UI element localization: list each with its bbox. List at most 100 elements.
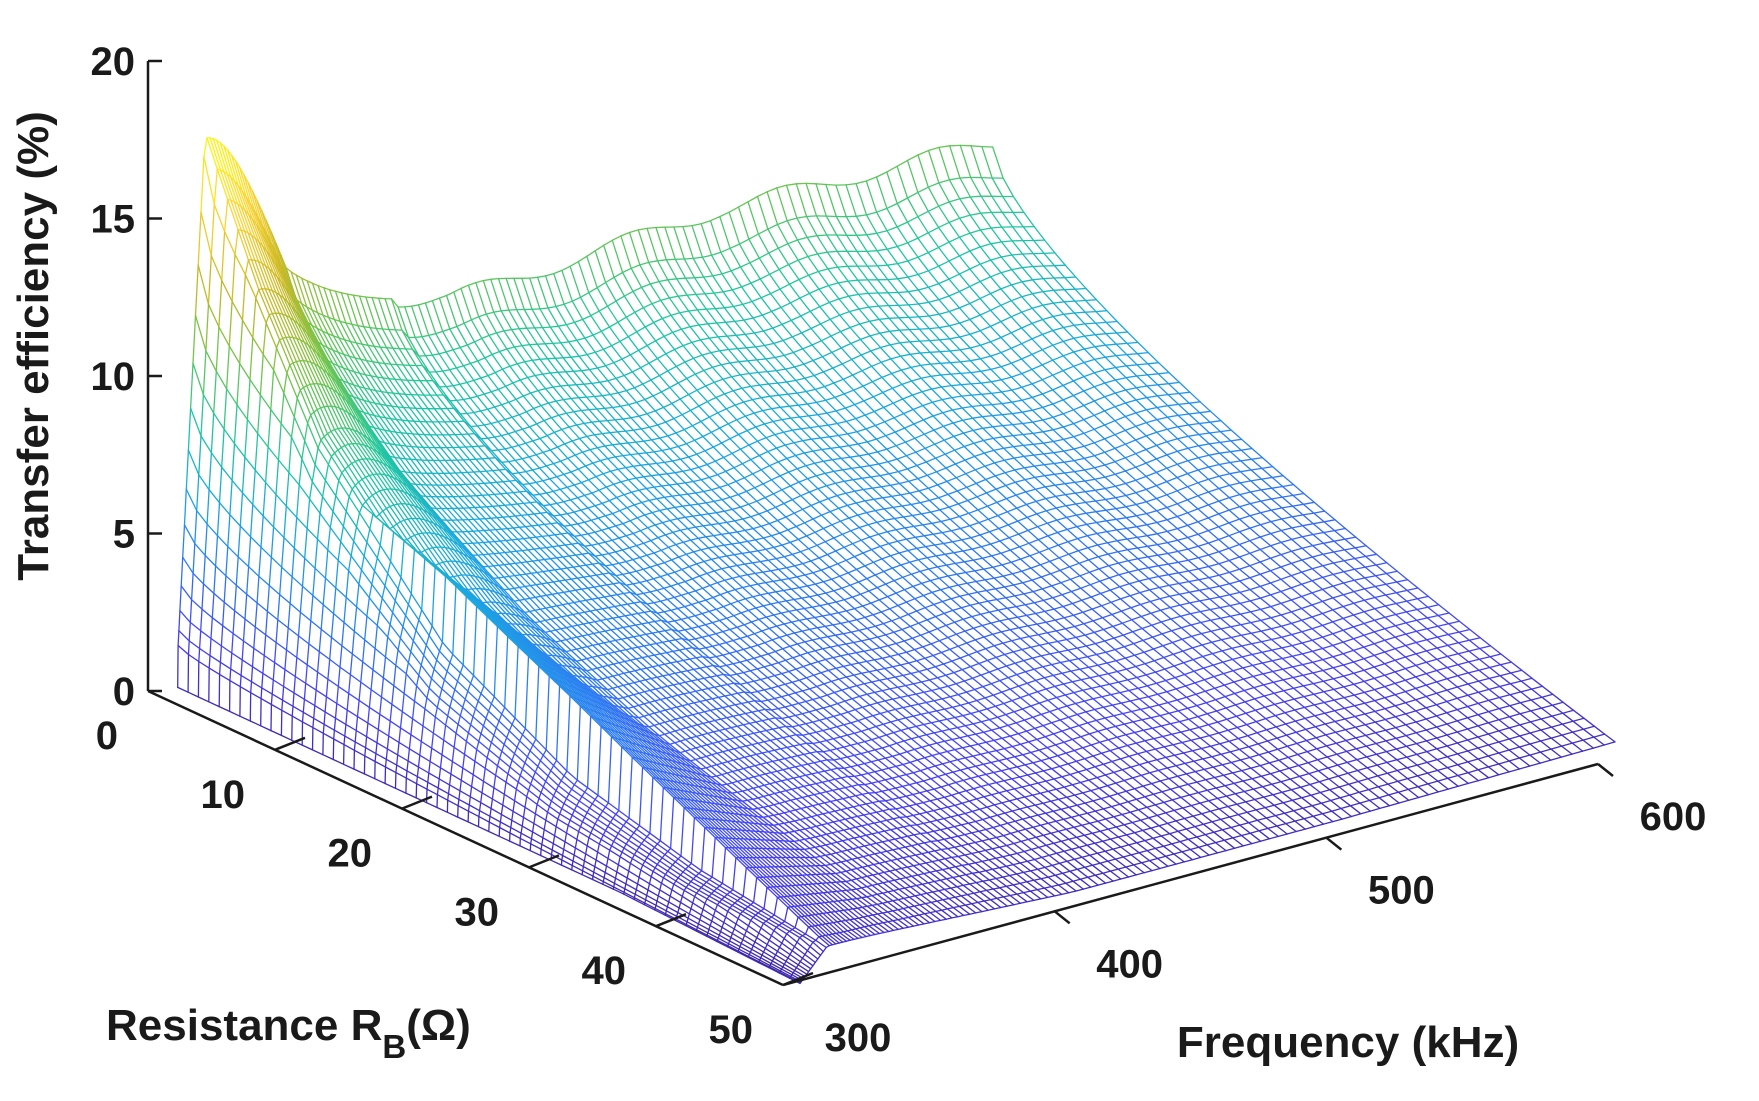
- mesh-line: [766, 191, 779, 226]
- mesh-line: [630, 264, 641, 269]
- mesh-line: [660, 299, 672, 316]
- mesh-line: [845, 184, 857, 217]
- mesh-line: [515, 549, 523, 552]
- mesh-line: [567, 384, 577, 386]
- mesh-line: [682, 225, 694, 260]
- mesh-line: [528, 343, 538, 346]
- mesh-line: [766, 187, 778, 193]
- mesh-line: [837, 265, 849, 268]
- mesh-line: [452, 346, 461, 351]
- mesh-line: [887, 278, 899, 281]
- mesh-line: [948, 236, 961, 243]
- mesh-line: [499, 539, 507, 542]
- mesh-line: [1000, 256, 1013, 271]
- mesh-line: [270, 693, 273, 706]
- mesh-line: [586, 255, 598, 289]
- mesh-line: [837, 280, 849, 284]
- mesh-line: [603, 244, 615, 278]
- mesh-line: [1021, 265, 1034, 269]
- mesh-line: [1064, 277, 1076, 290]
- mesh-line: [980, 211, 993, 214]
- mesh-line: [531, 308, 544, 329]
- mesh-line: [806, 236, 819, 255]
- mesh-line: [505, 277, 518, 311]
- mesh-line: [539, 511, 548, 514]
- mesh-line: [752, 314, 763, 319]
- mesh-line: [598, 419, 608, 422]
- mesh-line: [917, 273, 930, 288]
- mesh-line: [642, 303, 653, 309]
- mesh-line: [875, 211, 888, 232]
- mesh-line: [703, 275, 714, 278]
- mesh-line: [716, 322, 728, 337]
- mesh-line: [682, 224, 693, 228]
- mesh-line: [720, 251, 732, 272]
- mesh-line: [917, 270, 930, 276]
- mesh-line: [596, 287, 609, 307]
- mesh-line: [856, 234, 868, 236]
- mesh-line: [404, 305, 413, 308]
- mesh-line: [827, 282, 839, 287]
- mesh-line: [576, 339, 588, 356]
- mesh-line: [896, 197, 909, 205]
- mesh-line: [917, 303, 930, 317]
- mesh-line: [490, 517, 498, 519]
- mesh-line: [769, 292, 782, 309]
- mesh-line: [586, 250, 596, 257]
- mesh-line: [521, 344, 531, 347]
- mesh-line: [1021, 293, 1034, 298]
- mesh-line: [969, 214, 982, 231]
- mesh-line: [980, 212, 992, 229]
- mesh-line: [729, 247, 742, 268]
- mesh-line: [749, 262, 761, 280]
- mesh-line: [668, 295, 679, 299]
- mesh-line: [1075, 276, 1087, 290]
- mesh-line: [495, 332, 508, 350]
- mesh-line: [1105, 320, 1118, 324]
- mesh-line: [600, 330, 613, 347]
- mesh-line: [856, 234, 868, 253]
- mesh-line: [637, 227, 648, 231]
- mesh-line: [948, 198, 961, 203]
- mesh-line: [907, 260, 919, 276]
- mesh-line: [470, 316, 480, 321]
- mesh-line: [1074, 288, 1087, 302]
- mesh-line: [410, 305, 423, 338]
- mesh-line: [886, 207, 898, 228]
- mesh-line: [937, 246, 950, 262]
- mesh-line: [676, 277, 687, 280]
- mesh-line: [772, 323, 783, 329]
- mesh-line: [677, 295, 690, 312]
- mesh-line: [606, 300, 617, 307]
- mesh-line: [604, 276, 615, 284]
- mesh-line: [846, 234, 858, 253]
- mesh-line: [969, 229, 982, 234]
- mesh-line: [549, 325, 560, 328]
- mesh-line: [908, 316, 920, 319]
- mesh-line: [177, 630, 180, 647]
- mesh-line: [855, 215, 868, 236]
- mesh-line: [776, 223, 789, 245]
- mesh-line: [301, 711, 304, 723]
- mesh-line: [340, 292, 353, 325]
- mesh-line: [467, 281, 477, 286]
- mesh-line: [748, 233, 760, 240]
- mesh-line: [527, 548, 535, 551]
- mesh-line: [1011, 266, 1023, 271]
- mesh-line: [818, 284, 830, 290]
- mesh-line: [937, 226, 950, 243]
- mesh-line: [397, 306, 410, 339]
- mesh-line: [790, 315, 802, 322]
- mesh-line: [848, 295, 860, 310]
- mesh-line: [621, 267, 632, 274]
- mesh-line: [584, 334, 594, 339]
- mesh-line: [311, 282, 319, 287]
- mesh-line: [301, 277, 308, 282]
- mesh-line: [948, 260, 961, 275]
- mesh-line: [503, 330, 516, 348]
- mesh-line: [970, 176, 982, 197]
- mesh-line: [553, 269, 563, 275]
- mesh-line: [917, 186, 929, 194]
- mesh-line: [623, 295, 636, 313]
- mesh-line: [554, 533, 562, 536]
